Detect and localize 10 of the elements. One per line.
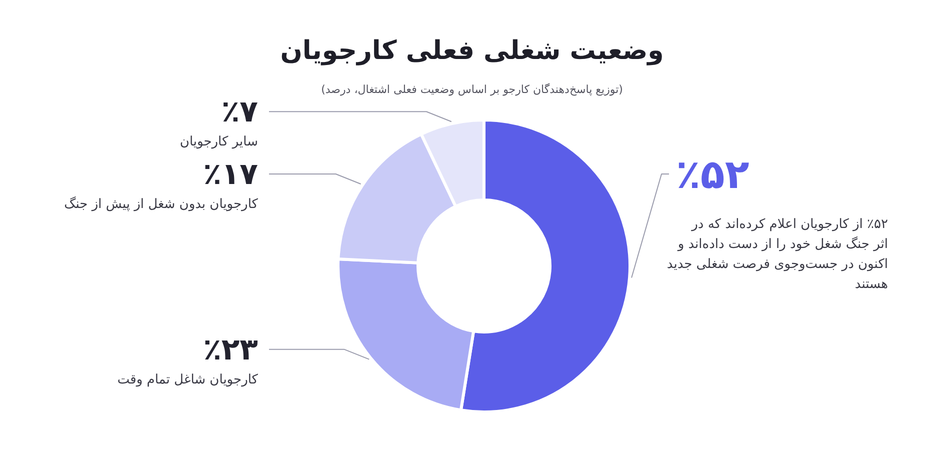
- slice-label: کارجویان شاغل تمام وقت: [117, 372, 259, 388]
- data-label: ٪۱۷: [203, 157, 258, 192]
- slice-label: سایر کارجویان: [180, 134, 258, 150]
- chart-subtitle: (توزیع پاسخ‌دهندگان کارجو بر اساس وضعیت فعلی اشتغال، درصد): [321, 83, 623, 96]
- slice-label: کارجویان بدون شغل از پیش از جنگ: [64, 196, 259, 212]
- data-label: ٪۵۲: [676, 152, 750, 198]
- data-label: ٪۲۳: [203, 332, 258, 368]
- slice-label: ٪۵۲ از کارجویان اعلام کرده‌اند که در اثر جنگ شغل خود را از دست داده‌اند و اکنون در جست‌وجوی فرصت شغلی جدید هستند: [666, 217, 888, 292]
- chart-title: وضعیت شغلی فعلی کارجویان: [280, 36, 664, 66]
- data-label: ٪۷: [221, 94, 258, 130]
